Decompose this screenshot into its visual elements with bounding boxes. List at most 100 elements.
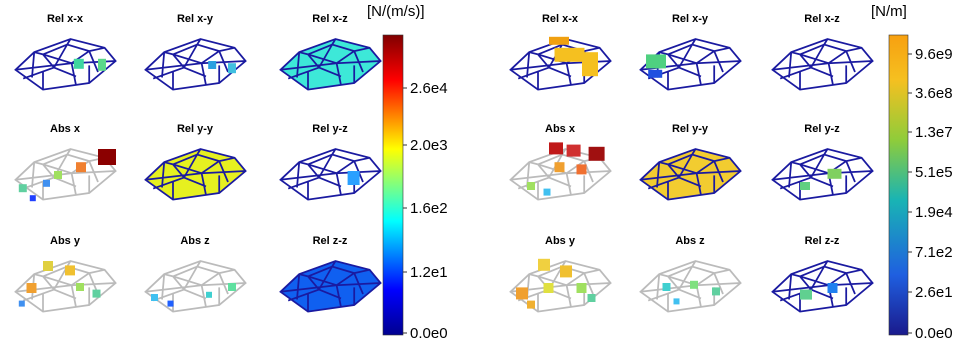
car-panel	[279, 38, 382, 91]
car-frame	[771, 38, 874, 91]
colorbar-tick-label: 0.0e0	[410, 325, 448, 342]
patch	[527, 182, 535, 190]
panel-title: Rel y-z	[804, 123, 840, 135]
patch	[554, 47, 585, 62]
patch	[712, 287, 720, 296]
car-panel	[144, 148, 247, 201]
car-frame	[771, 260, 874, 313]
car-panel	[639, 148, 742, 201]
car-panel	[639, 38, 742, 91]
patch	[560, 265, 572, 278]
colorbar-tick-label: 7.1e2	[915, 244, 953, 261]
patch	[800, 289, 812, 300]
panel-title: Rel x-z	[312, 13, 348, 25]
patch	[65, 265, 75, 276]
panel-title: Rel z-z	[313, 235, 348, 247]
car-panel	[771, 260, 874, 313]
car-panel	[279, 260, 382, 313]
patch	[543, 188, 551, 196]
patch	[646, 54, 666, 69]
patch	[228, 63, 236, 74]
panel-title: Abs z	[180, 235, 210, 247]
patch	[98, 149, 116, 165]
car-panel	[771, 38, 874, 91]
patch	[527, 300, 535, 309]
car-panel	[639, 260, 742, 313]
patch	[549, 142, 563, 155]
panel-title: Rel y-y	[672, 123, 709, 135]
patch	[76, 283, 84, 291]
patch	[206, 291, 212, 298]
colorbar-tick-label: 2.6e4	[410, 80, 448, 97]
patch	[76, 162, 86, 173]
patch	[228, 283, 236, 291]
car-frame	[279, 148, 382, 201]
patch	[543, 283, 554, 293]
patch	[690, 280, 698, 289]
car-panel	[509, 36, 612, 91]
colorbar-tick-label: 5.1e5	[915, 164, 953, 181]
patch	[98, 58, 106, 71]
patch	[576, 283, 587, 293]
colorbar-tick-label: 2.0e3	[410, 137, 448, 154]
panel-title: Abs x	[545, 123, 576, 135]
patch	[587, 294, 596, 302]
colorbar-tick-label: 3.6e8	[915, 85, 953, 102]
colorbar-right	[888, 34, 909, 336]
car-panel	[14, 38, 117, 91]
panel-title: Rel x-x	[542, 13, 579, 25]
panel-title: Abs y	[545, 235, 576, 247]
colorbar-left	[382, 34, 404, 336]
panel-title: Abs y	[50, 235, 81, 247]
panel-title: Rel x-x	[47, 13, 84, 25]
colorbar-tick-label: 1.6e2	[410, 200, 448, 217]
patch	[662, 283, 671, 291]
car-panel	[144, 38, 247, 91]
patch	[538, 258, 550, 271]
patch	[800, 182, 810, 190]
patch	[18, 184, 27, 193]
patch	[43, 179, 50, 187]
patch	[566, 144, 581, 157]
car-panel	[14, 148, 117, 202]
patch	[29, 195, 36, 202]
car-frame	[771, 148, 874, 201]
colorbar-tick-label: 2.6e1	[915, 284, 953, 301]
patch	[549, 36, 569, 45]
car-panel	[509, 142, 612, 201]
patch	[588, 146, 605, 161]
car-panel	[279, 148, 382, 201]
patch	[208, 61, 217, 69]
colorbar-tick-label: 0.0e0	[915, 325, 953, 342]
patch	[26, 283, 37, 293]
panel-title: Abs x	[50, 123, 81, 135]
colorbar-tick-label: 1.9e4	[915, 204, 953, 221]
patch	[648, 69, 663, 78]
car-panel	[144, 260, 247, 313]
panel-title: Rel x-z	[804, 13, 840, 25]
panel-title: Rel x-y	[177, 13, 214, 25]
patch	[827, 283, 838, 293]
panel-title: Rel y-y	[177, 123, 214, 135]
patch	[54, 171, 62, 179]
car-panel	[509, 258, 612, 313]
colorbar-unit: [N/m]	[871, 3, 907, 20]
patch	[73, 58, 84, 69]
colorbar-tick-label: 9.6e9	[915, 46, 953, 63]
patch	[827, 168, 842, 179]
patch	[167, 300, 174, 307]
panel-title: Rel y-z	[312, 123, 348, 135]
panel-title: Rel z-z	[805, 235, 840, 247]
car-panel	[771, 148, 874, 201]
colorbar-tick-label: 1.3e7	[915, 124, 953, 141]
patch	[92, 289, 101, 298]
patch	[516, 287, 528, 300]
car-panel	[14, 260, 117, 313]
panel-title: Abs z	[675, 235, 705, 247]
patch	[673, 298, 680, 305]
colorbar-unit: [N/(m/s)]	[367, 3, 425, 20]
patch	[18, 300, 25, 307]
patch	[151, 294, 158, 301]
panel-title: Rel x-y	[672, 13, 709, 25]
